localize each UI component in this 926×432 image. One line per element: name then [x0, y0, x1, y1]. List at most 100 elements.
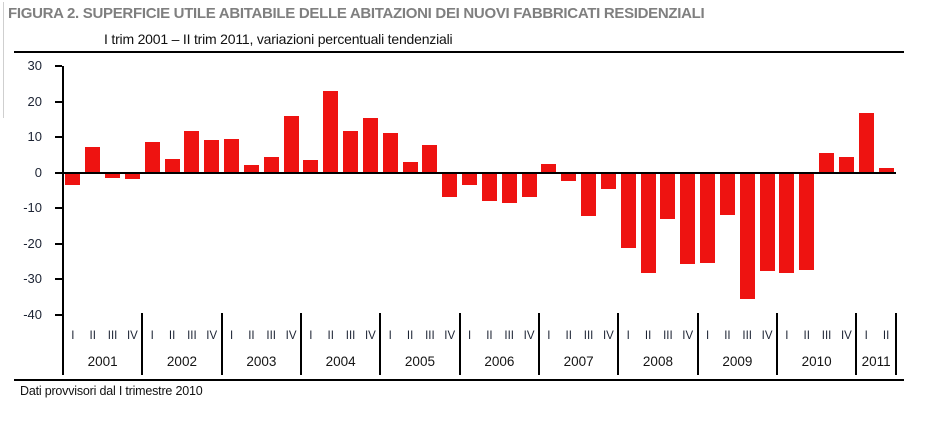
quarter-label-2004-I: I [309, 330, 313, 342]
quarter-label-2005-III: III [425, 330, 435, 342]
y-tick-label: -40 [23, 306, 42, 322]
bar-2005-I [382, 133, 398, 173]
year-label-2010: 2010 [801, 354, 832, 369]
bar-2005-II [402, 161, 418, 173]
year-label-2007: 2007 [563, 354, 594, 369]
year-label-2008: 2008 [642, 354, 673, 369]
bar-2003-I [224, 138, 240, 173]
y-tick-label: 10 [27, 129, 42, 144]
bar-2009-II [719, 172, 735, 216]
bar-2008-I [620, 172, 636, 248]
year-separator-end [895, 313, 897, 375]
y-axis-line [61, 66, 64, 375]
quarter-label-2007-III: III [583, 330, 594, 342]
quarter-label-2011-I: I [864, 330, 868, 342]
quarter-label-2006-III: III [504, 330, 514, 342]
quarter-label-2008-III: III [663, 330, 673, 342]
bar-2009-I [700, 172, 716, 264]
bar-2003-II [243, 165, 259, 173]
quarter-label-2005-IV: IV [444, 330, 456, 342]
year-separator [855, 313, 858, 375]
bar-2009-III [739, 172, 755, 299]
bar-2001-II [85, 146, 101, 173]
year-label-2011: 2011 [861, 354, 891, 369]
year-label-2009: 2009 [722, 354, 753, 369]
bar-2011-II [878, 167, 894, 173]
quarter-label-2001-III: III [107, 330, 118, 342]
bar-2001-III [105, 172, 121, 178]
bar-2002-IV [204, 139, 220, 173]
quarter-label-2010-I: I [785, 330, 789, 342]
bar-2002-II [164, 158, 180, 173]
quarter-label-2006-II: II [486, 330, 493, 342]
year-separator [538, 313, 540, 375]
quarter-label-2010-III: III [821, 330, 832, 342]
quarter-label-2007-II: II [565, 330, 572, 342]
y-tick-mark [55, 278, 62, 280]
y-tick-mark [55, 242, 62, 245]
bar-2010-IV [838, 156, 854, 173]
quarter-label-2008-IV: IV [682, 330, 694, 342]
quarter-label-2010-II: II [803, 330, 810, 342]
quarter-label-2009-III: III [742, 330, 752, 342]
bar-2005-III [422, 144, 438, 173]
bar-2004-IV [362, 117, 378, 173]
bar-2003-IV [283, 116, 299, 173]
quarter-label-2001-I: I [71, 330, 75, 342]
quarter-label-2004-III: III [345, 330, 356, 342]
year-separator [458, 313, 461, 375]
year-label-2006: 2006 [484, 354, 515, 369]
quarter-label-2002-I: I [150, 330, 154, 342]
bar-2010-II [799, 172, 815, 270]
year-separator [617, 313, 620, 375]
year-separator [300, 313, 302, 375]
quarter-label-2009-II: II [724, 330, 731, 342]
figure-title: FIGURA 2. SUPERFICIE UTILE ABITABILE DEL… [8, 5, 705, 22]
quarter-label-2009-IV: IV [761, 330, 773, 342]
header-divider-line [14, 51, 904, 53]
bar-2005-IV [442, 172, 458, 197]
quarter-label-2002-IV: IV [206, 330, 218, 342]
y-tick-mark [55, 136, 62, 138]
bar-2008-IV [680, 172, 696, 265]
quarter-label-2002-II: II [168, 330, 176, 342]
bar-2009-IV [759, 172, 775, 272]
quarter-label-2003-III: III [266, 330, 276, 342]
bar-2007-III [581, 172, 597, 216]
quarter-label-2003-I: I [229, 330, 234, 342]
year-label-2001: 2001 [87, 354, 118, 369]
bar-2006-I [462, 172, 478, 185]
y-tick-label: 30 [27, 58, 42, 73]
quarter-label-2004-II: II [327, 330, 334, 342]
bar-2011-I [858, 113, 874, 173]
year-separator [220, 313, 223, 375]
y-tick-label: 20 [27, 93, 42, 109]
quarter-label-2008-II: II [644, 330, 652, 342]
bar-2006-III [501, 172, 517, 203]
year-separator [696, 313, 699, 375]
bar-2002-III [184, 130, 200, 173]
year-label-2004: 2004 [325, 354, 356, 369]
quarter-label-2004-IV: IV [364, 330, 376, 342]
quarter-label-2009-I: I [705, 330, 710, 342]
quarter-label-2008-I: I [626, 330, 630, 342]
y-tick-mark [55, 65, 62, 67]
bar-2003-III [263, 156, 279, 173]
zero-axis-line [62, 171, 896, 174]
bar-2010-I [779, 172, 795, 273]
page-edge-line [3, 2, 4, 118]
quarter-label-2010-IV: IV [840, 330, 852, 342]
bar-2002-I [144, 142, 160, 173]
bar-2001-I [65, 172, 81, 185]
y-tick-label: 0 [34, 164, 42, 180]
year-separator [141, 313, 144, 375]
quarter-label-2007-IV: IV [602, 330, 614, 342]
y-tick-label: -20 [23, 235, 42, 251]
bar-2004-II [323, 90, 339, 173]
quarter-label-2006-IV: IV [523, 330, 535, 342]
bar-2006-IV [521, 172, 537, 197]
year-separator [379, 313, 382, 375]
bar-2004-I [303, 159, 319, 173]
bar-2008-II [640, 172, 656, 273]
